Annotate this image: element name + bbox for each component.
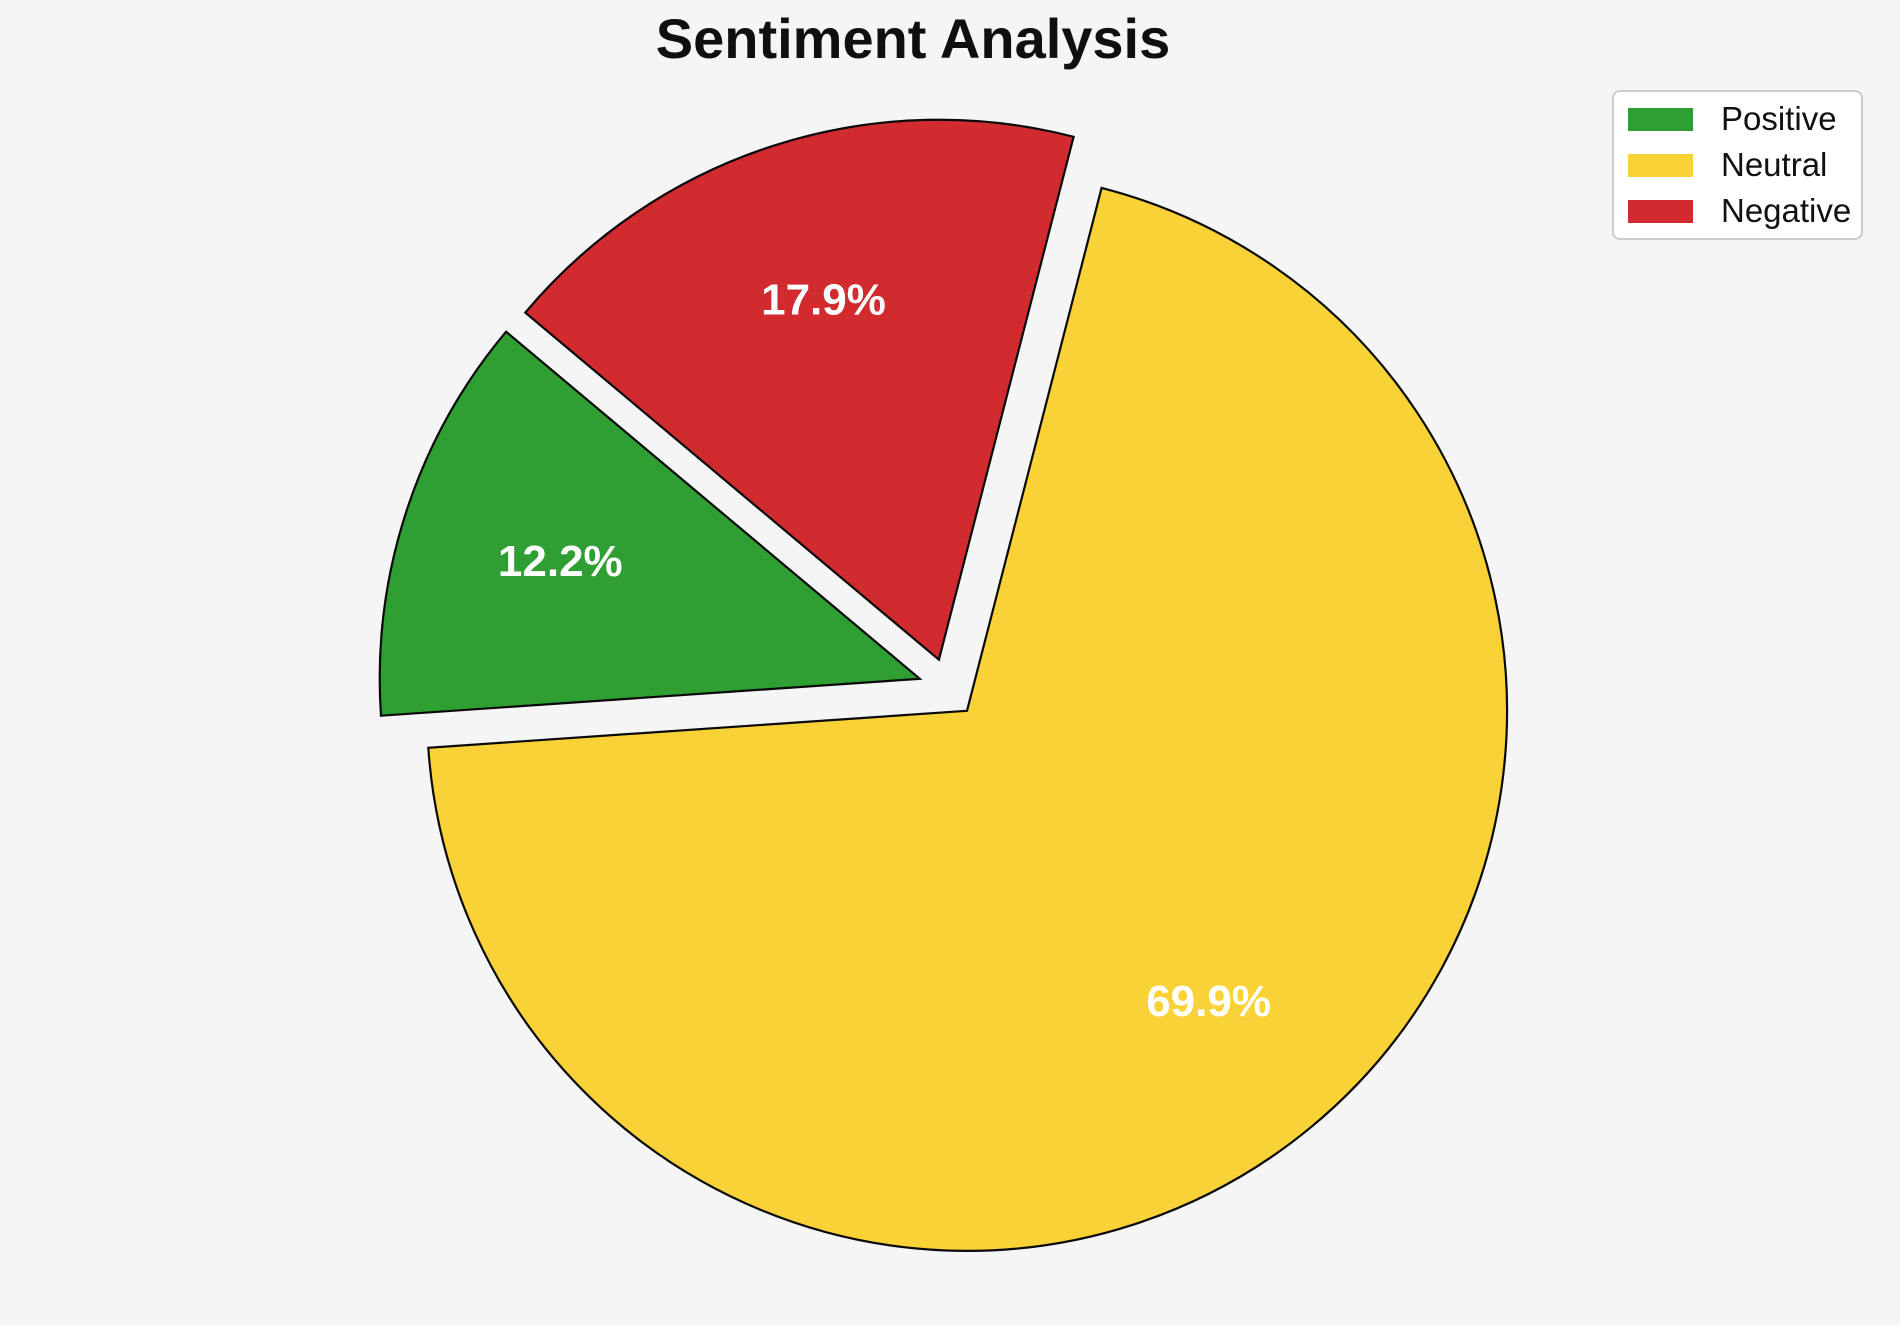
legend-item-neutral: Neutral: [1628, 142, 1847, 188]
legend-label-neutral: Neutral: [1721, 146, 1828, 183]
legend-item-positive: Positive: [1628, 96, 1847, 142]
pie-slice-neutral: [427, 186, 1509, 1252]
legend-item-negative: Negative: [1628, 188, 1851, 234]
legend-swatch-positive: [1628, 107, 1693, 131]
pie-slice-negative: [523, 118, 1075, 662]
pct-label-negative: 17.9%: [761, 275, 886, 324]
legend-label-negative: Negative: [1721, 192, 1852, 229]
legend-swatch-negative: [1628, 199, 1693, 223]
pct-label-neutral: 69.9%: [1146, 977, 1271, 1026]
legend: Positive Neutral Negative: [1612, 90, 1863, 240]
chart-title: Sentiment Analysis: [655, 7, 1171, 70]
pct-label-positive: 12.2%: [498, 537, 623, 586]
legend-label-positive: Positive: [1721, 100, 1837, 137]
legend-swatch-neutral: [1628, 153, 1693, 177]
pie-slice-positive: [378, 330, 923, 717]
